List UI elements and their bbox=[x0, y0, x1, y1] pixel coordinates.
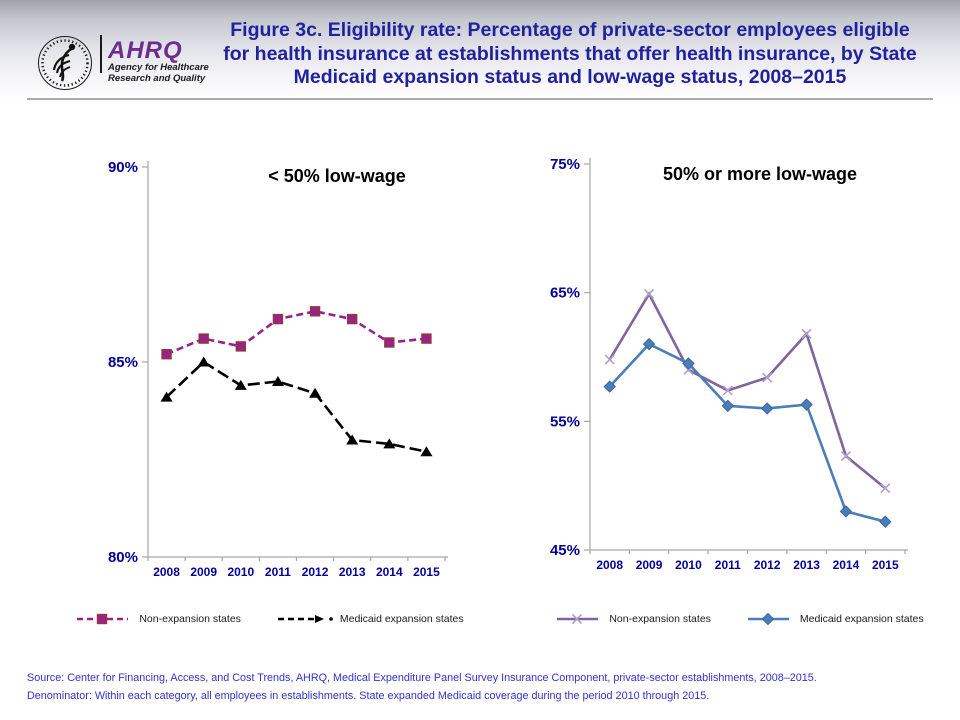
svg-text:2009: 2009 bbox=[190, 565, 217, 579]
svg-text:2014: 2014 bbox=[833, 558, 860, 572]
legend-label: Medicaid expansion states bbox=[799, 613, 924, 625]
ahrq-subtitle-line1: Agency for Healthcare bbox=[108, 62, 209, 73]
legend-label: Medicaid expansion states bbox=[339, 613, 464, 625]
logo-divider bbox=[100, 35, 102, 73]
svg-text:55%: 55% bbox=[550, 413, 580, 430]
svg-text:2012: 2012 bbox=[754, 558, 781, 572]
purple-x-line-icon bbox=[557, 613, 599, 625]
ahrq-subtitle-line2: Research and Quality bbox=[108, 73, 206, 84]
svg-text:80%: 80% bbox=[108, 549, 138, 566]
svg-text:2013: 2013 bbox=[339, 565, 366, 579]
legend-item: Medicaid expansion states bbox=[747, 612, 924, 626]
svg-text:2015: 2015 bbox=[872, 558, 899, 572]
legend-item: Non-expansion states bbox=[76, 612, 241, 626]
svg-text:2013: 2013 bbox=[793, 558, 820, 572]
legend-item: Non-expansion states bbox=[556, 612, 711, 626]
svg-text:85%: 85% bbox=[108, 354, 138, 371]
figure-title-line1: Figure 3c. Eligibility rate: Percentage … bbox=[230, 19, 910, 41]
footer-notes: Source: Center for Financing, Access, an… bbox=[27, 669, 943, 705]
denominator-note: Denominator: Within each category, all e… bbox=[27, 690, 710, 702]
svg-text:2011: 2011 bbox=[715, 558, 741, 572]
svg-text:65%: 65% bbox=[550, 285, 580, 302]
figure-title-line3: Medicaid expansion status and low-wage s… bbox=[293, 66, 847, 88]
svg-text:2009: 2009 bbox=[636, 558, 663, 572]
svg-text:2015: 2015 bbox=[413, 565, 440, 579]
svg-text:45%: 45% bbox=[550, 542, 580, 559]
left-chart-legend: Non-expansion states Medicaid expansion … bbox=[60, 612, 480, 626]
hhs-eagle-seal-icon bbox=[38, 36, 92, 90]
svg-text:2008: 2008 bbox=[596, 558, 623, 572]
dashed-purple-square-line-icon bbox=[77, 613, 129, 625]
svg-text:2012: 2012 bbox=[302, 565, 329, 579]
svg-text:2008: 2008 bbox=[153, 565, 180, 579]
figure-title: Figure 3c. Eligibility rate: Percentage … bbox=[195, 19, 945, 90]
header-divider bbox=[27, 98, 933, 100]
ahrq-logo: AHRQ Agency for Healthcare Research and … bbox=[34, 32, 209, 94]
right-chart-legend: Non-expansion states Medicaid expansion … bbox=[530, 612, 950, 626]
svg-text:2010: 2010 bbox=[227, 565, 254, 579]
svg-text:2010: 2010 bbox=[675, 558, 702, 572]
header: AHRQ Agency for Healthcare Research and … bbox=[0, 0, 960, 99]
svg-text:90%: 90% bbox=[108, 159, 138, 176]
left-chart: 80% 85% 90% 2008 2009 2010 2011 2012 2013 2014 201… bbox=[108, 159, 448, 579]
right-chart: 45% 55% 65% 75% 2008 2009 2010 2011 2012 2013 2014… bbox=[550, 156, 908, 572]
svg-text:2011: 2011 bbox=[265, 565, 291, 579]
right-chart-title: 50% or more low-wage bbox=[662, 164, 858, 184]
svg-text:75%: 75% bbox=[550, 156, 580, 173]
legend-label: Non-expansion states bbox=[139, 613, 241, 625]
legend-item: Medicaid expansion states bbox=[277, 612, 464, 626]
left-chart-title: < 50% low-wage bbox=[268, 166, 406, 186]
blue-diamond-line-icon bbox=[747, 612, 789, 626]
svg-text:2014: 2014 bbox=[376, 565, 403, 579]
black-arrow-line-icon bbox=[277, 615, 333, 623]
legend-label: Non-expansion states bbox=[609, 613, 711, 625]
figure-title-line2: for health insurance at establishments t… bbox=[223, 42, 917, 65]
source-note: Source: Center for Financing, Access, an… bbox=[27, 672, 817, 684]
ahrq-wordmark: AHRQ bbox=[108, 37, 183, 64]
